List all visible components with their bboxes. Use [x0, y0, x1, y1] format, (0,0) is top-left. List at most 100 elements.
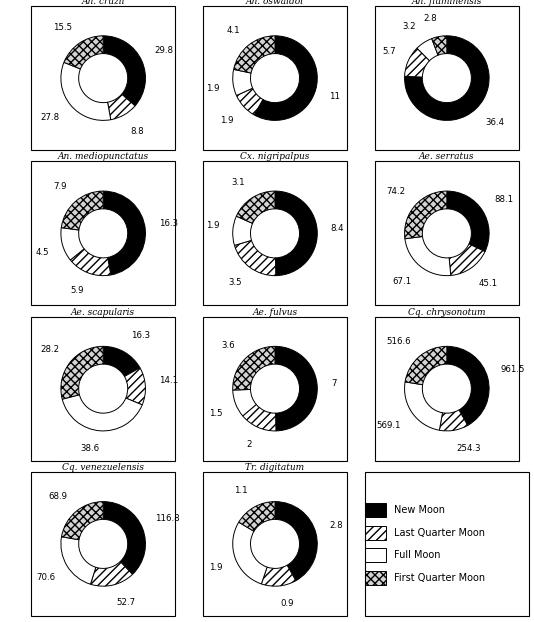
Wedge shape	[261, 565, 296, 586]
Text: 516.6: 516.6	[386, 337, 411, 346]
Wedge shape	[103, 501, 145, 574]
Title: Tr. digitatum: Tr. digitatum	[246, 463, 304, 472]
Text: 1.9: 1.9	[206, 221, 219, 230]
Wedge shape	[233, 346, 275, 390]
Text: 74.2: 74.2	[386, 187, 405, 197]
Wedge shape	[237, 191, 275, 223]
Wedge shape	[449, 244, 485, 276]
Wedge shape	[107, 94, 135, 119]
Wedge shape	[243, 404, 276, 431]
Text: 2: 2	[247, 440, 252, 448]
Wedge shape	[61, 501, 103, 540]
Wedge shape	[103, 36, 145, 106]
Text: 1.5: 1.5	[209, 409, 223, 418]
Wedge shape	[233, 522, 267, 584]
Wedge shape	[64, 36, 103, 69]
Title: An. mediopunctatus: An. mediopunctatus	[58, 152, 149, 162]
Text: 3.6: 3.6	[221, 341, 235, 350]
Title: Cq. venezuelensis: Cq. venezuelensis	[62, 463, 144, 472]
Text: 52.7: 52.7	[116, 598, 135, 607]
Wedge shape	[233, 70, 253, 96]
Text: 5.9: 5.9	[70, 285, 84, 295]
Wedge shape	[405, 48, 429, 77]
Wedge shape	[431, 36, 447, 55]
Wedge shape	[103, 346, 140, 376]
Text: 569.1: 569.1	[377, 421, 401, 430]
Text: 16.3: 16.3	[159, 220, 178, 228]
Text: 28.2: 28.2	[40, 345, 59, 355]
Title: Cq. chrysonotum: Cq. chrysonotum	[408, 308, 485, 317]
Text: 3.2: 3.2	[403, 22, 417, 31]
Title: Ae. fulvus: Ae. fulvus	[253, 308, 297, 317]
Wedge shape	[61, 228, 84, 260]
Title: An. oswaldoi: An. oswaldoi	[246, 0, 304, 6]
Wedge shape	[417, 39, 438, 61]
Text: 1.9: 1.9	[206, 84, 219, 93]
Text: 88.1: 88.1	[494, 195, 513, 203]
Text: 36.4: 36.4	[485, 118, 505, 128]
Title: An. cruzii: An. cruzii	[81, 0, 125, 6]
Text: 2.8: 2.8	[423, 14, 437, 23]
Wedge shape	[405, 382, 443, 430]
Wedge shape	[70, 249, 111, 276]
Text: 8.4: 8.4	[331, 224, 344, 233]
Wedge shape	[61, 346, 103, 399]
Wedge shape	[237, 88, 263, 115]
Text: 1.9: 1.9	[209, 563, 223, 572]
Text: 16.3: 16.3	[131, 332, 151, 340]
Text: 27.8: 27.8	[41, 113, 60, 123]
Wedge shape	[254, 36, 317, 121]
Text: 70.6: 70.6	[36, 573, 56, 582]
Text: 68.9: 68.9	[48, 492, 67, 501]
Legend: New Moon, Last Quarter Moon, Full Moon, First Quarter Moon: New Moon, Last Quarter Moon, Full Moon, …	[362, 500, 488, 587]
Wedge shape	[62, 395, 142, 431]
Wedge shape	[61, 537, 96, 584]
Text: 14.1: 14.1	[159, 376, 178, 385]
Wedge shape	[90, 562, 132, 586]
Title: Ae. scapularis: Ae. scapularis	[71, 308, 135, 317]
Text: 1.1: 1.1	[234, 486, 247, 495]
Text: 5.7: 5.7	[382, 47, 396, 55]
Text: 15.5: 15.5	[53, 23, 72, 32]
Wedge shape	[234, 36, 275, 73]
Text: 0.9: 0.9	[280, 600, 294, 608]
Text: 4.5: 4.5	[36, 248, 50, 258]
Text: 1.9: 1.9	[221, 116, 234, 125]
Wedge shape	[275, 501, 317, 581]
Text: 2.8: 2.8	[329, 521, 343, 530]
Text: 7.9: 7.9	[53, 182, 67, 192]
Wedge shape	[405, 36, 489, 121]
Wedge shape	[124, 368, 145, 405]
Text: 3.5: 3.5	[229, 279, 242, 287]
Text: 961.5: 961.5	[501, 365, 525, 374]
Wedge shape	[103, 191, 145, 275]
Text: 29.8: 29.8	[154, 46, 173, 55]
Wedge shape	[239, 501, 275, 531]
Wedge shape	[275, 191, 317, 276]
Wedge shape	[233, 216, 253, 246]
Text: 254.3: 254.3	[456, 443, 481, 453]
Wedge shape	[405, 346, 447, 385]
Wedge shape	[447, 346, 489, 425]
Title: An. fluminensis: An. fluminensis	[412, 0, 482, 6]
Text: 8.8: 8.8	[131, 127, 144, 136]
Text: 67.1: 67.1	[393, 277, 412, 286]
Wedge shape	[234, 240, 276, 276]
Text: 11: 11	[329, 92, 340, 101]
Text: 116.8: 116.8	[155, 514, 179, 523]
Wedge shape	[447, 191, 489, 251]
Text: 7: 7	[331, 379, 336, 388]
Wedge shape	[439, 410, 468, 431]
Text: 3.1: 3.1	[231, 177, 245, 187]
Text: 4.1: 4.1	[226, 26, 240, 35]
Title: Ae. serratus: Ae. serratus	[419, 152, 475, 162]
Wedge shape	[275, 346, 317, 431]
Wedge shape	[61, 191, 103, 230]
Wedge shape	[405, 236, 451, 276]
Wedge shape	[405, 191, 447, 239]
Wedge shape	[61, 62, 111, 121]
Text: 45.1: 45.1	[479, 279, 498, 288]
Title: Cx. nigripalpus: Cx. nigripalpus	[240, 152, 310, 162]
Wedge shape	[233, 389, 256, 416]
Text: 38.6: 38.6	[80, 444, 99, 453]
